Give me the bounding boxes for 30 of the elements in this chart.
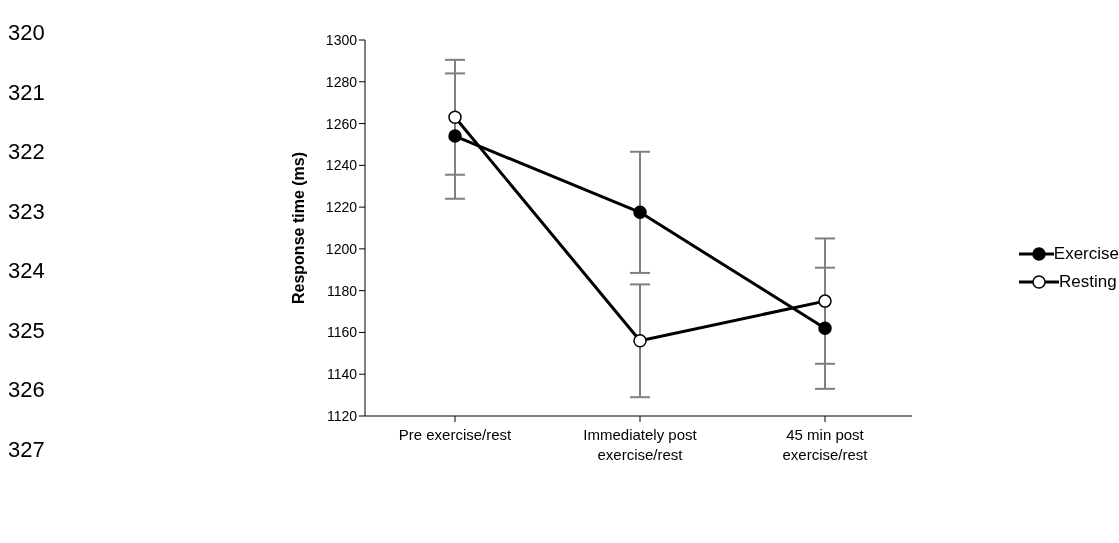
y-tick-label: 1220 [325, 199, 358, 216]
y-tick-label: 1180 [326, 282, 358, 299]
y-tick-label: 1200 [325, 240, 358, 257]
y-tick-label: 1240 [325, 157, 358, 174]
point [818, 321, 832, 336]
text: 325 [8, 317, 45, 344]
x-tick-label: Pre exercise/rest [398, 426, 513, 443]
text: 323 [8, 198, 45, 225]
point [448, 129, 462, 143]
point [448, 110, 462, 125]
point [818, 294, 832, 308]
y-tick-label: 1300 [325, 31, 358, 48]
text: 326 [8, 377, 45, 403]
text: 324 [8, 258, 45, 284]
point [633, 334, 647, 348]
y-tick-label: 1260 [325, 115, 358, 132]
y-axis-title: Response time (ms) [289, 151, 307, 305]
y-tick-label: 1280 [325, 73, 358, 90]
legend-label: Exercise [1053, 243, 1119, 264]
text: 322 [8, 139, 45, 165]
text: 327 [8, 436, 45, 463]
text: 320 [8, 20, 45, 46]
x-tick-label: Immediately post exercise/rest [583, 426, 698, 463]
y-tick-label: 1120 [326, 407, 358, 424]
point [633, 205, 647, 220]
x-tick-label: 45 min post exercise/rest [782, 426, 869, 463]
y-tick-label: 1160 [326, 324, 358, 341]
y-tick-label: 1140 [326, 366, 358, 383]
legend-label: Resting [1059, 271, 1117, 292]
text: 321 [8, 79, 45, 106]
